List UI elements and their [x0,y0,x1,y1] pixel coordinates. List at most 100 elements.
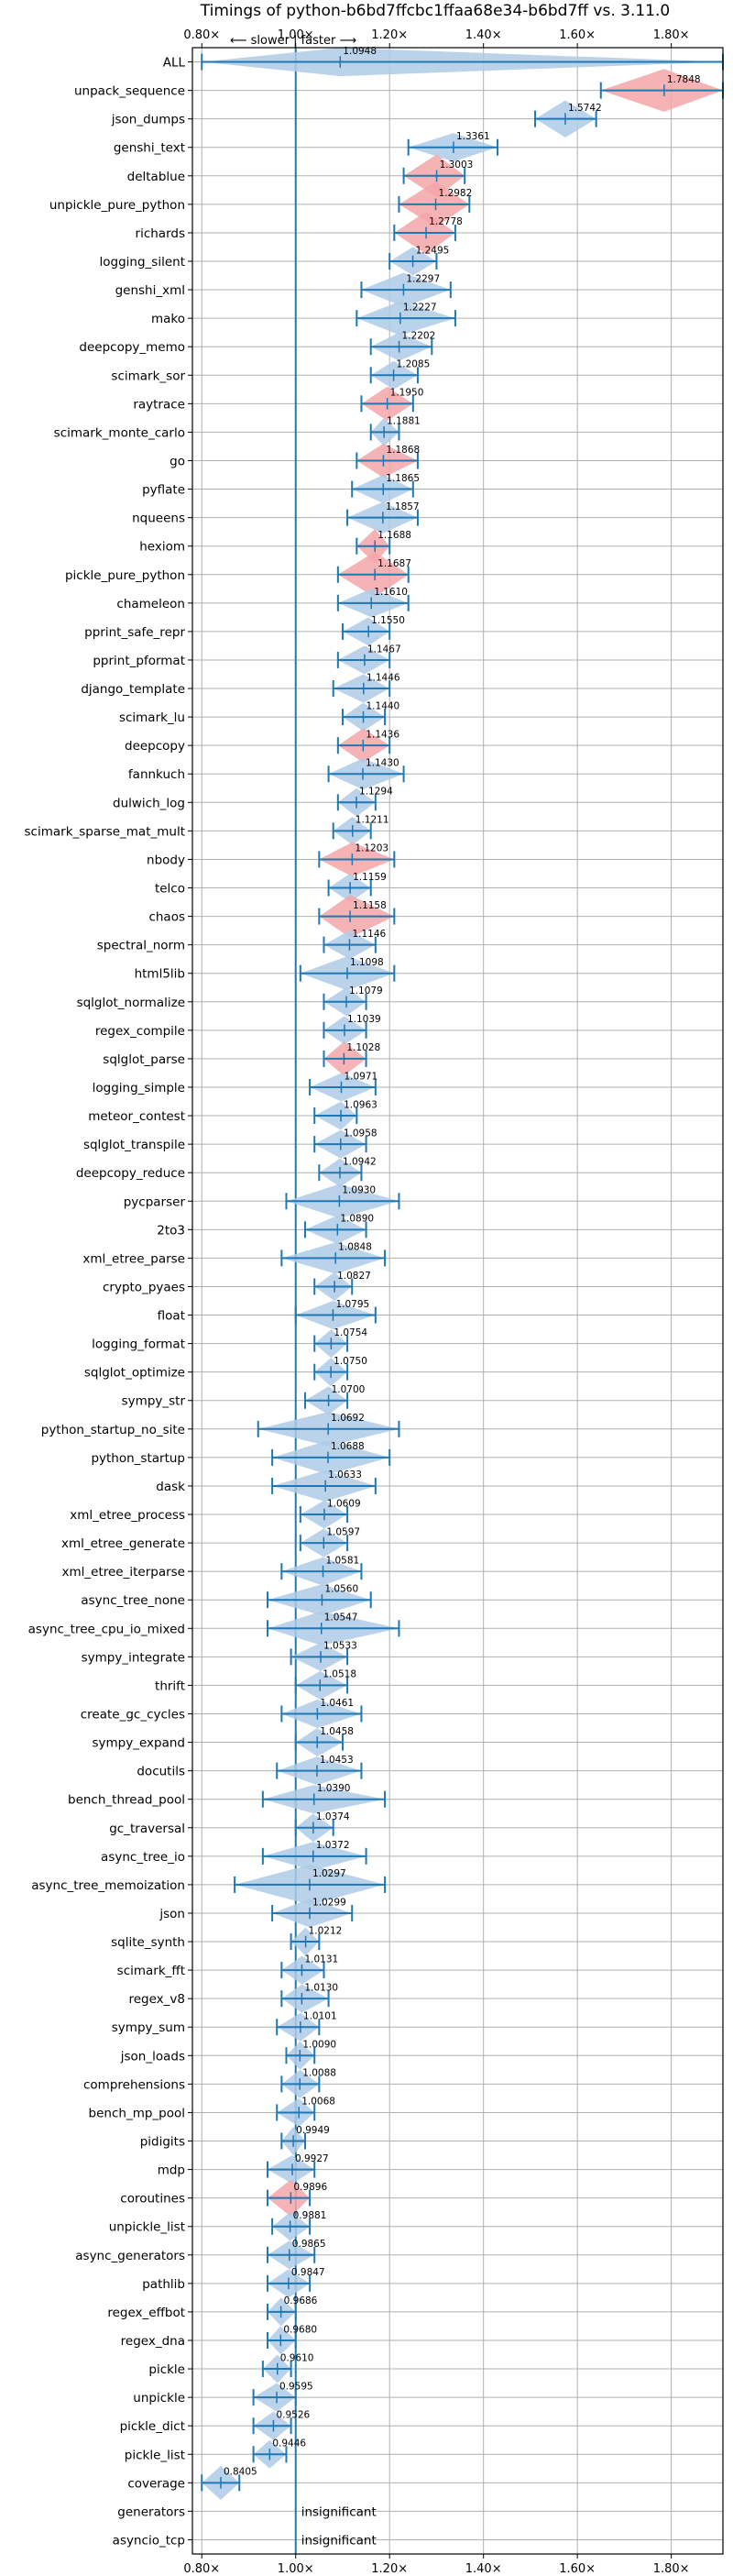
benchmark-row: unpickle 0.9595 [133,2381,313,2412]
value-label: 1.1294 [359,787,393,798]
value-label: 1.1610 [374,587,408,598]
plot-frame [191,47,724,2555]
benchmark-name: nbody [147,853,185,867]
benchmark-row: sqlglot_optimize 1.0750 [84,1356,367,1387]
benchmark-name: python_startup_no_site [41,1423,185,1437]
value-label: 1.0827 [337,1271,371,1282]
benchmark-row: crypto_pyaes 1.0827 [103,1271,371,1301]
benchmark-row: nqueens 1.1857 [132,501,420,534]
benchmark-name: async_generators [75,2249,185,2263]
benchmark-name: sqlglot_optimize [84,1366,185,1381]
value-label: 1.0533 [323,1641,357,1652]
value-label: 0.9446 [272,2438,306,2449]
benchmark-row: spectral_norm 1.1146 [97,929,387,960]
value-label: 1.1865 [386,473,420,484]
value-label: 1.1550 [371,615,405,626]
benchmark-row: pickle_pure_python 1.1687 [65,551,411,598]
benchmark-name: deepcopy_memo [79,340,185,355]
benchmark-row: python_startup 1.0688 [91,1440,391,1475]
benchmark-row: bench_thread_pool 1.0390 [68,1783,387,1814]
benchmark-name: deepcopy [125,739,185,754]
benchmark-name: xml_etree_generate [61,1536,185,1551]
benchmark-row: unpickle_pure_python 1.2982 [49,182,472,227]
benchmark-row: genshi_xml 1.2297 [115,272,452,307]
value-label: 1.0848 [338,1242,372,1253]
benchmark-row: go 1.1868 [170,443,420,479]
benchmark-row: sqlglot_transpile 1.0958 [83,1128,377,1159]
benchmark-row: meteor_contest 1.0963 [88,1099,377,1130]
benchmark-name: sqlglot_normalize [77,996,185,1010]
benchmark-name: async_tree_none [81,1593,185,1608]
benchmark-row: regex_dna 0.9680 [121,2324,317,2355]
value-label: 1.2778 [429,216,463,227]
benchmark-name: pprint_safe_repr [84,625,185,640]
benchmark-row: pathlib 0.9847 [142,2267,325,2298]
benchmark-name: nqueens [132,512,185,526]
value-label: 0.9686 [284,2295,318,2306]
benchmark-row: pprint_safe_repr 1.1550 [84,615,405,646]
benchmark-name: scimark_lu [119,710,185,725]
benchmark-name: sympy_integrate [82,1650,185,1665]
value-label: 1.0131 [304,1954,338,1965]
benchmark-name: json_dumps [111,113,185,127]
benchmark-name: pidigits [140,2135,185,2150]
benchmark-row: sympy_str 1.0700 [122,1384,366,1415]
benchmark-name: sqlite_synth [111,1935,185,1950]
value-label: 1.1211 [356,815,389,826]
value-label: 1.0581 [325,1555,359,1566]
value-label: 1.1158 [353,900,387,911]
benchmark-row: async_tree_io 1.0372 [101,1840,367,1871]
benchmark-name: unpickle_pure_python [49,198,185,213]
benchmark-row: generators insignificant [117,2504,376,2519]
benchmark-name: richards [136,226,185,241]
value-label: 1.0633 [328,1470,362,1481]
benchmark-name: pycparser [124,1194,186,1209]
benchmark-row: async_tree_memoization 1.0297 [31,1865,387,1905]
benchmark-name: docutils [137,1765,185,1779]
value-label: 1.0299 [312,1897,346,1908]
value-label: 0.8405 [224,2467,257,2478]
value-label: 1.1950 [390,388,424,399]
benchmark-name: bench_thread_pool [68,1793,185,1808]
value-label: 1.0688 [331,1441,365,1452]
benchmark-row: pprint_pformat 1.1467 [93,644,401,675]
benchmark-name: unpack_sequence [74,84,185,99]
benchmark-row: async_tree_cpu_io_mixed 1.0547 [28,1611,400,1646]
benchmark-row: logging_silent 1.2495 [100,245,449,276]
benchmark-name: scimark_monte_carlo [54,425,185,440]
x-tick-label-bottom: 1.60× [559,2562,596,2576]
value-label: 1.0692 [331,1413,365,1424]
value-label: 1.2227 [403,302,437,313]
value-label: 1.2297 [406,273,440,284]
benchmark-name: coverage [127,2476,185,2491]
value-label: 1.0297 [312,1868,346,1879]
benchmark-name: deltablue [127,170,185,184]
benchmark-row: scimark_monte_carlo 1.1881 [54,416,421,446]
benchmark-row: sympy_sum 1.0101 [112,2011,337,2042]
benchmark-row: sqlglot_parse 1.1028 [103,1041,380,1076]
value-label: 1.1028 [346,1042,380,1053]
benchmark-row: pickle_dict 0.9526 [120,2409,310,2440]
value-label: 1.0890 [340,1214,374,1225]
value-label: 1.0068 [301,2097,335,2108]
benchmark-name: html5lib [135,967,185,982]
chart-title: Timings of python-b6bd7ffcbc1ffaa68e34-b… [200,2,670,20]
benchmark-row: pidigits 0.9949 [140,2125,330,2156]
x-tick-label-bottom: 1.00× [278,2562,314,2576]
value-label: 1.2085 [397,359,431,370]
value-label: 1.0518 [323,1669,356,1680]
x-tick-label-top: 0.80× [183,28,220,42]
benchmark-row: telco 1.1159 [155,872,387,903]
benchmark-row: asyncio_tcp insignificant [113,2533,377,2548]
value-label: 1.0700 [332,1384,366,1395]
benchmark-name: chameleon [116,597,185,611]
benchmark-row: pycparser 1.0930 [124,1183,400,1218]
value-label: 0.9847 [291,2267,325,2278]
insignificant-label: insignificant [301,2533,377,2548]
value-label: 1.0453 [320,1755,354,1766]
benchmark-row: deepcopy_reduce 1.0942 [76,1156,377,1187]
benchmark-row: json_loads 1.0090 [120,2040,336,2070]
benchmark-row: scimark_lu 1.1440 [119,700,399,732]
x-tick-label-bottom: 1.80× [653,2562,690,2576]
value-label: 1.0963 [344,1099,377,1110]
